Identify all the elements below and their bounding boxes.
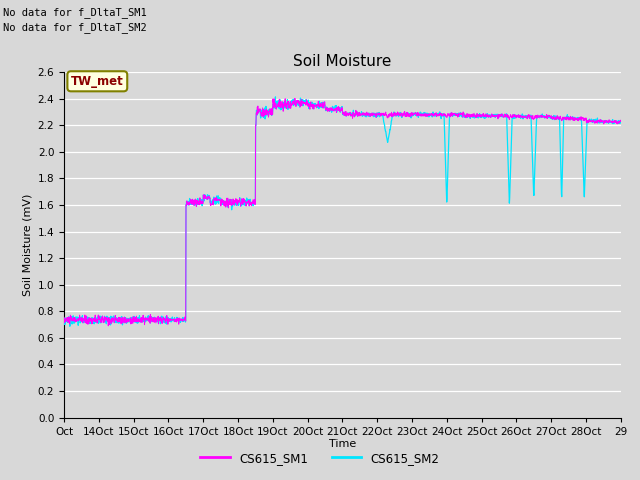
- CS615_SM2: [317, 103, 324, 108]
- CS615_SM1: [332, 107, 339, 112]
- X-axis label: Time: Time: [329, 439, 356, 449]
- CS615_SM1: [617, 118, 625, 123]
- CS615_SM2: [499, 113, 507, 119]
- CS615_SM1: [602, 118, 609, 124]
- CS615_SM2: [601, 120, 609, 125]
- Legend: CS615_SM1, CS615_SM2: CS615_SM1, CS615_SM2: [196, 447, 444, 469]
- Text: TW_met: TW_met: [71, 75, 124, 88]
- CS615_SM1: [104, 323, 112, 329]
- CS615_SM2: [602, 118, 609, 123]
- CS615_SM2: [89, 318, 97, 324]
- Text: No data for f_DltaT_SM2: No data for f_DltaT_SM2: [3, 22, 147, 33]
- CS615_SM1: [601, 119, 609, 124]
- CS615_SM2: [271, 94, 279, 100]
- CS615_SM2: [332, 103, 339, 108]
- CS615_SM1: [499, 114, 507, 120]
- CS615_SM1: [60, 314, 68, 320]
- Text: No data for f_DltaT_SM1: No data for f_DltaT_SM1: [3, 7, 147, 18]
- CS615_SM1: [317, 101, 324, 107]
- Y-axis label: Soil Moisture (mV): Soil Moisture (mV): [22, 193, 32, 296]
- Line: CS615_SM2: CS615_SM2: [64, 97, 621, 326]
- CS615_SM2: [617, 120, 625, 126]
- CS615_SM2: [60, 315, 68, 321]
- CS615_SM1: [88, 319, 96, 324]
- CS615_SM2: [66, 324, 74, 329]
- Line: CS615_SM1: CS615_SM1: [64, 98, 621, 326]
- CS615_SM1: [291, 96, 299, 101]
- Title: Soil Moisture: Soil Moisture: [293, 54, 392, 70]
